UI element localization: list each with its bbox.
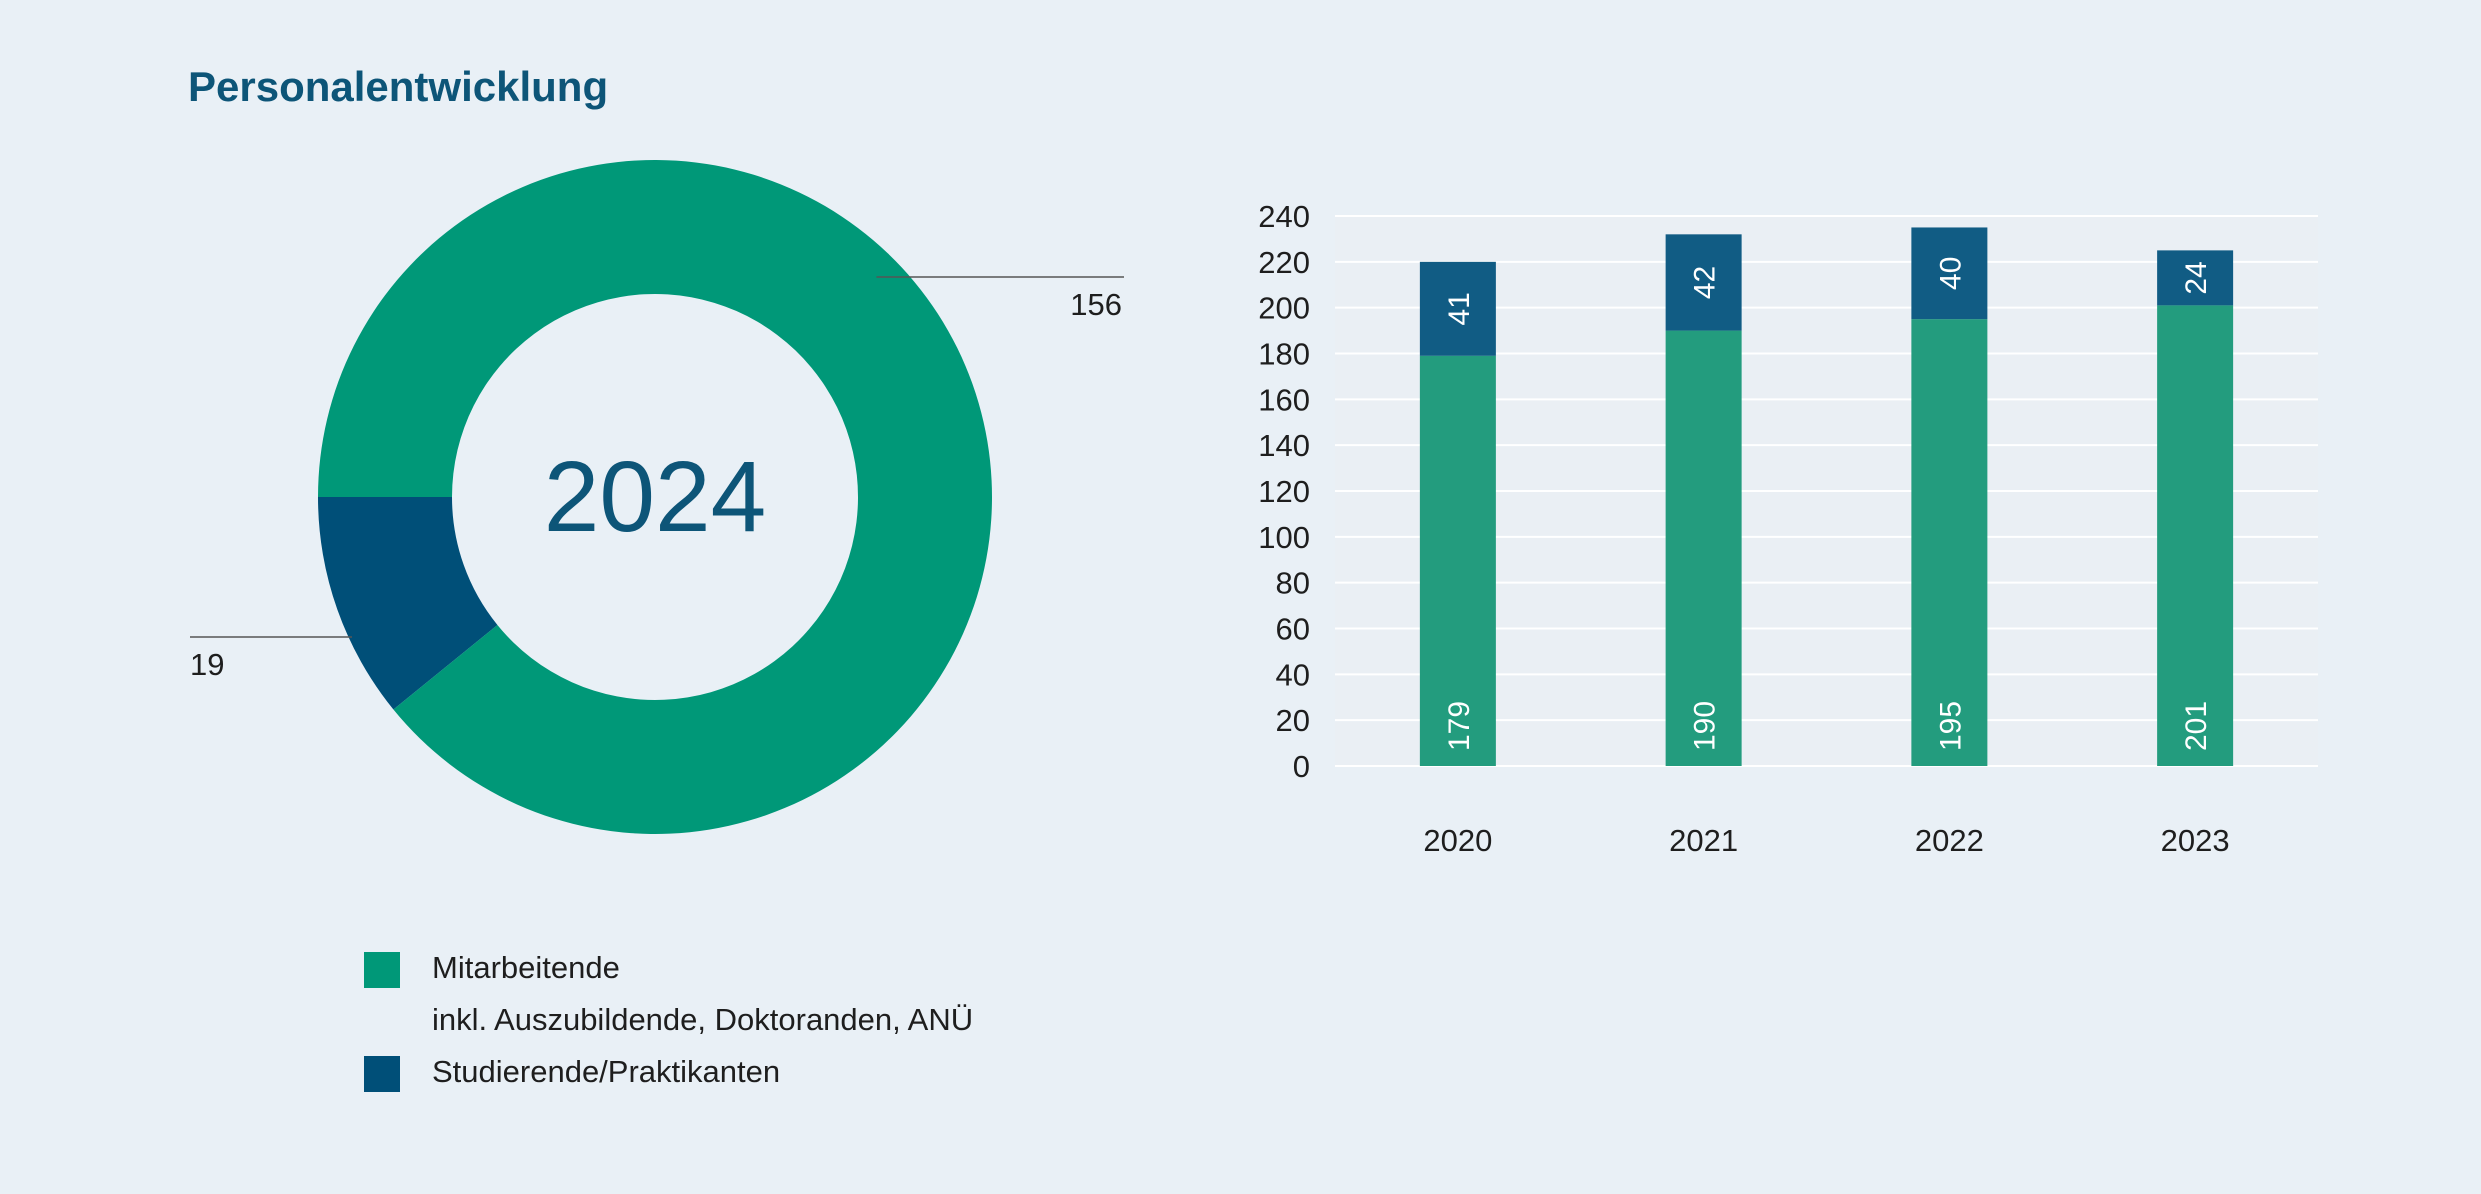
donut-slice-studierende — [318, 497, 498, 710]
bar-mitarbeitende — [1911, 319, 1988, 766]
x-tick-label: 2020 — [1423, 823, 1492, 858]
donut-chart: 2024 156 19 — [190, 159, 1124, 834]
chart-title: Personalentwicklung — [188, 63, 609, 110]
bar-studierende-value-label: 40 — [1934, 257, 1967, 290]
legend-label-mitarbeitende: Mitarbeitende — [432, 950, 620, 985]
bar-mitarbeitende-value-label: 201 — [2180, 701, 2213, 751]
bar-studierende — [1911, 227, 1988, 320]
y-tick-label: 0 — [1293, 749, 1310, 784]
x-tick-label: 2022 — [1915, 823, 1984, 858]
y-tick-label: 140 — [1258, 428, 1310, 463]
bar-studierende-value-label: 41 — [1443, 292, 1476, 325]
bar-studierende-value-label: 42 — [1689, 266, 1722, 299]
bar-studierende — [1665, 234, 1742, 331]
bar-mitarbeitende — [2157, 305, 2234, 766]
y-tick-label: 60 — [1276, 612, 1310, 647]
legend-swatch-studierende — [364, 1056, 400, 1092]
x-tick-label: 2023 — [2161, 823, 2230, 858]
bar-studierende — [1419, 261, 1496, 356]
legend-label-studierende: Studierende/Praktikanten — [432, 1054, 781, 1089]
y-tick-label: 100 — [1258, 520, 1310, 555]
donut-slice-mitarbeitende — [318, 159, 992, 834]
bar-mitarbeitende-value-label: 195 — [1934, 701, 1967, 751]
bar-studierende — [2157, 250, 2234, 306]
stacked-bar-chart: 0 20 40 60 80 100 120 140 160 180 200 220 240 179 41 20… — [1258, 199, 2318, 858]
bar-mitarbeitende — [1665, 330, 1742, 766]
y-tick-label: 240 — [1258, 199, 1310, 234]
y-tick-label: 160 — [1258, 382, 1310, 417]
y-tick-label: 200 — [1258, 291, 1310, 326]
donut-center-label: 2024 — [544, 441, 766, 553]
y-tick-label: 120 — [1258, 474, 1310, 509]
donut-value-studierende: 19 — [190, 647, 224, 682]
y-tick-label: 180 — [1258, 337, 1310, 372]
bar-mitarbeitende-value-label: 179 — [1443, 701, 1476, 751]
legend-swatch-mitarbeitende — [364, 952, 400, 988]
x-tick-label: 2021 — [1669, 823, 1738, 858]
y-tick-label: 80 — [1276, 566, 1310, 601]
donut-value-mitarbeitende: 156 — [1070, 287, 1122, 322]
y-tick-label: 20 — [1276, 703, 1310, 738]
bar-studierende-value-label: 24 — [2180, 261, 2213, 294]
bar-mitarbeitende-value-label: 190 — [1689, 701, 1722, 751]
bar-mitarbeitende — [1419, 355, 1496, 766]
y-tick-label: 40 — [1276, 657, 1310, 692]
legend-sublabel-mitarbeitende: inkl. Auszubildende, Doktoranden, ANÜ — [432, 1002, 974, 1037]
y-tick-label: 220 — [1258, 245, 1310, 280]
